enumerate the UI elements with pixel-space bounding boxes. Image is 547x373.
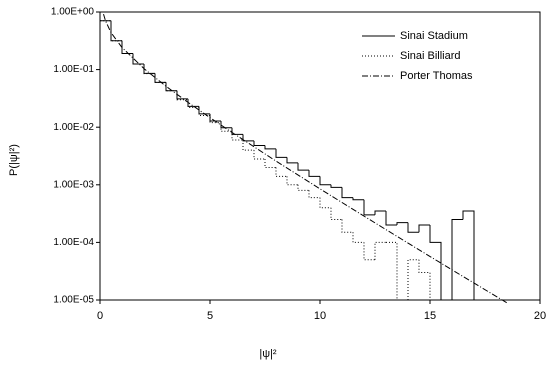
- step-bin: [418, 224, 430, 233]
- step-bin: [352, 197, 364, 201]
- step-bin: [418, 259, 431, 300]
- y-tick-label: 1.00E-01: [53, 64, 94, 75]
- step-bin: [286, 157, 298, 164]
- step-bin: [99, 12, 111, 22]
- step-bin: [176, 90, 188, 100]
- step-bin: [330, 207, 342, 220]
- step-bin: [253, 140, 265, 147]
- step-bin: [187, 98, 199, 107]
- step-bin: [363, 199, 375, 216]
- step-bin: [110, 20, 122, 42]
- step-bin: [264, 159, 276, 168]
- step-bin: [451, 218, 463, 300]
- step-bin: [165, 82, 177, 92]
- step-bin: [396, 222, 408, 226]
- step-bin: [154, 73, 166, 83]
- step-bin: [132, 53, 144, 65]
- step-bin: [374, 241, 386, 260]
- y-tick-label: 1.00E+00: [51, 7, 95, 18]
- step-bin: [352, 232, 364, 243]
- step-bin: [121, 40, 133, 55]
- step-bin: [165, 82, 177, 92]
- x-tick-label: 10: [314, 310, 326, 322]
- step-bin: [121, 40, 133, 55]
- step-bin: [462, 210, 475, 300]
- step-bin: [242, 134, 254, 142]
- step-bin: [319, 176, 331, 186]
- step-bin: [319, 197, 331, 209]
- step-bin: [374, 210, 386, 215]
- step-bin: [275, 148, 287, 158]
- line: [103, 13, 508, 304]
- step-bin: [253, 150, 265, 160]
- step-bin: [297, 184, 309, 191]
- step-bin: [132, 53, 144, 65]
- step-bin: [385, 211, 397, 226]
- y-axis-label: P(|ψ|²): [8, 144, 20, 176]
- step-bin: [143, 64, 155, 75]
- step-bin: [308, 190, 320, 199]
- y-tick-label: 1.00E-03: [53, 179, 94, 190]
- x-axis-label: |ψ|²: [259, 348, 277, 360]
- step-bin: [143, 64, 155, 74]
- y-tick-label: 1.00E-02: [53, 122, 94, 133]
- step-bin: [209, 113, 221, 122]
- step-bin: [297, 162, 309, 171]
- step-bin: [407, 222, 419, 233]
- x-tick-label: 15: [424, 310, 436, 322]
- step-bin: [407, 259, 419, 300]
- x-tick-label: 5: [207, 310, 213, 322]
- step-bin: [429, 225, 442, 300]
- step-bin: [386, 241, 398, 300]
- y-tick-label: 1.00E-05: [53, 295, 94, 306]
- step-bin: [110, 20, 122, 42]
- step-bin: [154, 73, 166, 83]
- step-bin: [264, 145, 276, 150]
- step-bin: [220, 122, 232, 132]
- y-tick-label: 1.00E-04: [53, 237, 94, 248]
- legend-label: Porter Thomas: [400, 70, 473, 82]
- step-bin: [341, 219, 353, 233]
- x-tick-label: 20: [534, 310, 546, 322]
- legend-label: Sinai Stadium: [400, 30, 468, 42]
- step-bin: [308, 170, 320, 177]
- step-bin: [341, 187, 353, 199]
- step-bin: [330, 184, 342, 188]
- legend-label: Sinai Billiard: [400, 50, 461, 62]
- step-bin: [286, 176, 298, 186]
- step-bin: [363, 242, 375, 261]
- step-bin: [275, 167, 287, 177]
- x-tick-label: 0: [97, 310, 103, 322]
- step-bin: [242, 139, 254, 151]
- step-bin: [198, 106, 210, 115]
